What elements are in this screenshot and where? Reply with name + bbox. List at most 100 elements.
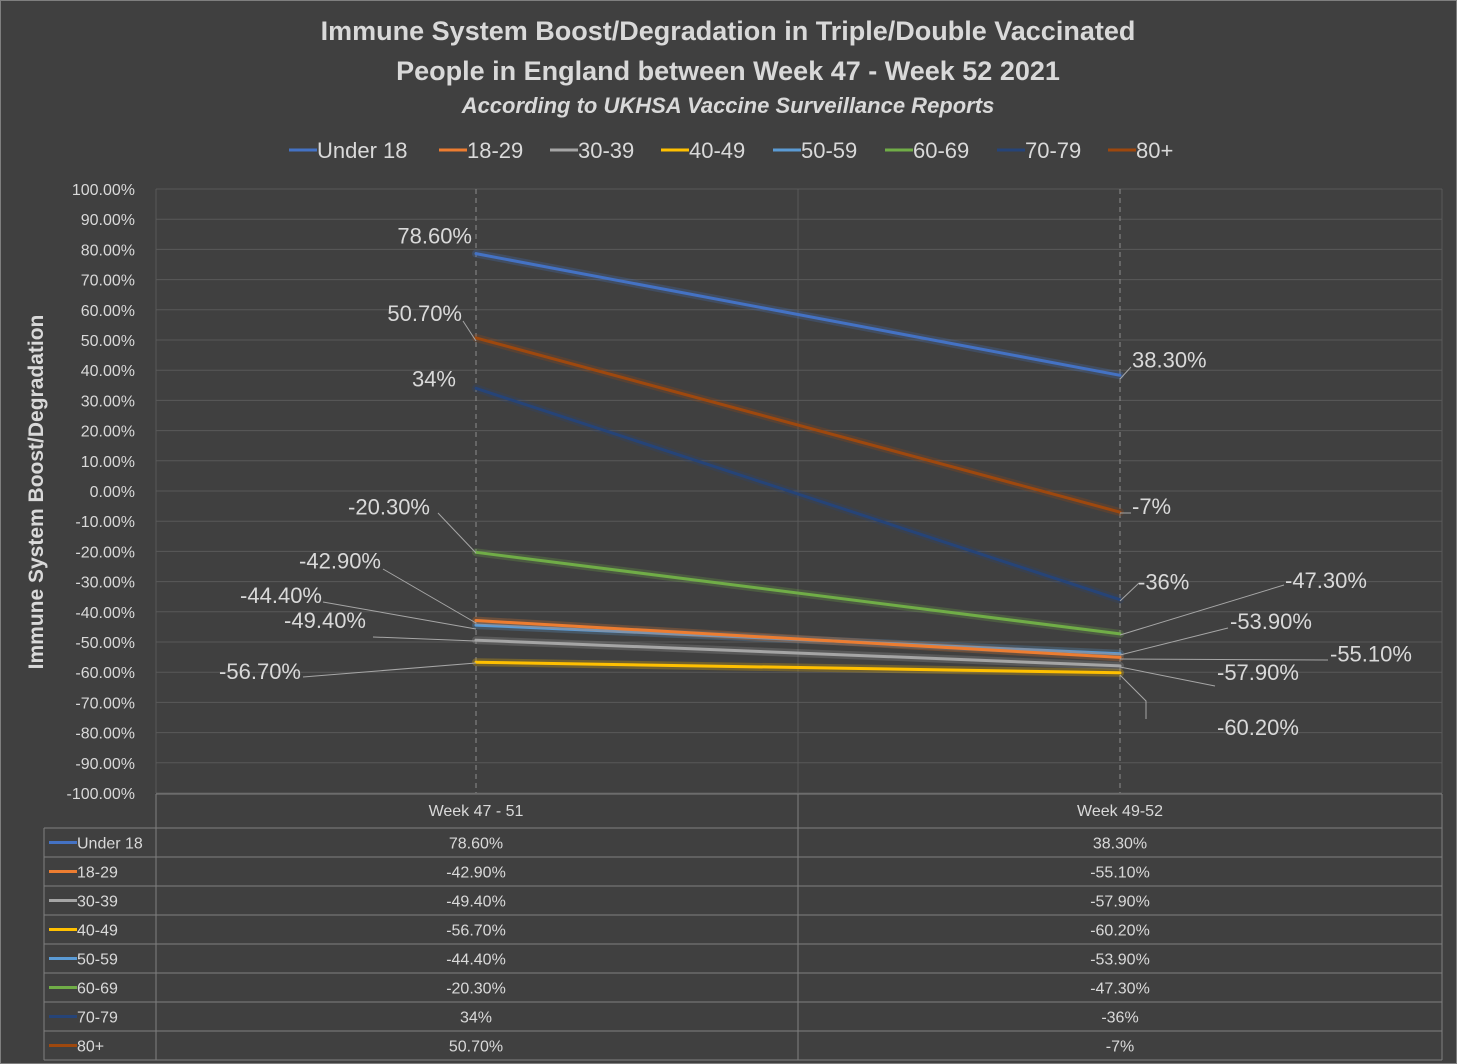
table-cell: 38.30%: [1093, 836, 1147, 853]
table-series-name: 60-69: [77, 981, 118, 998]
data-label: -53.90%: [1230, 609, 1312, 634]
legend-item: 18-29: [439, 138, 523, 163]
leader-line: [462, 320, 477, 342]
data-label: 50.70%: [387, 301, 462, 326]
y-tick-label: -30.00%: [75, 575, 135, 592]
data-label: -42.90%: [299, 549, 381, 574]
data-label: -20.30%: [348, 494, 430, 519]
series-line: [474, 638, 1122, 668]
y-tick-label: 60.00%: [81, 303, 135, 320]
data-label: -57.90%: [1217, 660, 1299, 685]
y-tick-label: 0.00%: [90, 484, 135, 501]
x-category-label: Week 47 - 51: [429, 803, 524, 820]
data-label: 34%: [412, 366, 456, 391]
legend-item: 60-69: [885, 138, 969, 163]
series-line: [474, 336, 1122, 514]
y-tick-label: -90.00%: [75, 756, 135, 773]
table-cell: -42.90%: [446, 865, 506, 882]
legend-label: 18-29: [467, 138, 523, 163]
chart-title-line-1: Immune System Boost/Degradation in Tripl…: [321, 16, 1136, 46]
data-label: -60.20%: [1217, 715, 1299, 740]
leader-line: [437, 512, 477, 554]
y-tick-label: 50.00%: [81, 333, 135, 350]
grid-layer: 100.00% 90.00% 80.00% 70.00% 60.00% 50.00% 40.…: [67, 182, 1443, 803]
table-cell: -44.40%: [446, 952, 506, 969]
data-table: Week 47 - 51 Week 49-52 Under 18 78.60% 38.3…: [43, 793, 1443, 1061]
legend-item: 80+: [1108, 138, 1173, 163]
chart-title-line-2: People in England between Week 47 - Week…: [396, 56, 1060, 86]
y-axis-label: Immune System Boost/Degradation: [25, 315, 48, 670]
x-category-label: Week 49-52: [1077, 803, 1163, 820]
legend-label: 60-69: [913, 138, 969, 163]
data-label: -55.10%: [1330, 641, 1412, 666]
table-cell: -49.40%: [446, 894, 506, 911]
legend-item: 50-59: [773, 138, 857, 163]
table-cell: 50.70%: [449, 1039, 503, 1056]
y-tick-label: 40.00%: [81, 363, 135, 380]
legend-label: 70-79: [1025, 138, 1081, 163]
y-tick-label: -10.00%: [75, 514, 135, 531]
table-cell: -20.30%: [446, 981, 506, 998]
table-cell: -56.70%: [446, 923, 506, 940]
y-tick-label: 80.00%: [81, 242, 135, 259]
series-lines: [472, 249, 1124, 677]
table-series-name: Under 18: [77, 836, 143, 853]
y-tick-label: -70.00%: [75, 695, 135, 712]
y-tick-label: -80.00%: [75, 726, 135, 743]
leader-line: [1119, 658, 1329, 661]
legend-item: 30-39: [550, 138, 634, 163]
table-series-name: 80+: [77, 1039, 104, 1056]
data-label: -47.30%: [1285, 568, 1367, 593]
table-cell: -47.30%: [1090, 981, 1150, 998]
series-line: [474, 386, 1122, 602]
legend-label: Under 18: [317, 138, 408, 163]
chart-subtitle: According to UKHSA Vaccine Surveillance …: [461, 93, 995, 118]
leader-line: [1119, 674, 1147, 719]
legend-item: 40-49: [661, 138, 745, 163]
table-cell: -60.20%: [1090, 923, 1150, 940]
data-label: -7%: [1132, 494, 1171, 519]
data-label: 78.60%: [397, 224, 472, 249]
leader-line: [1119, 666, 1216, 687]
y-tick-label: -40.00%: [75, 605, 135, 622]
legend-label: 40-49: [689, 138, 745, 163]
leader-line: [1119, 366, 1132, 380]
series-line: [474, 619, 1122, 659]
data-label: -56.70%: [219, 659, 301, 684]
series-line: [474, 660, 1122, 675]
table-cell: -57.90%: [1090, 894, 1150, 911]
data-label: -49.40%: [284, 608, 366, 633]
legend-item: Under 18: [289, 138, 408, 163]
y-tick-label: -60.00%: [75, 665, 135, 682]
leader-line: [1119, 582, 1140, 602]
table-cell: -36%: [1101, 1010, 1138, 1027]
y-tick-label: 10.00%: [81, 454, 135, 471]
table-series-name: 40-49: [77, 923, 118, 940]
legend: Under 18 18-29 30-39 40-49 50-59 60-69 70-79 80…: [289, 138, 1173, 163]
table-series-name: 70-79: [77, 1010, 118, 1027]
leader-line: [1119, 627, 1229, 656]
legend-label: 50-59: [801, 138, 857, 163]
y-tick-label: 70.00%: [81, 273, 135, 290]
y-tick-label: 30.00%: [81, 393, 135, 410]
table-cell: -7%: [1106, 1039, 1134, 1056]
series-line: [474, 550, 1122, 636]
leader-line: [382, 568, 477, 624]
leader-line: [372, 636, 477, 642]
y-tick-label: -100.00%: [67, 786, 136, 803]
series-line: [474, 252, 1122, 377]
y-tick-label: -50.00%: [75, 635, 135, 652]
table-cell: -55.10%: [1090, 865, 1150, 882]
table-series-name: 50-59: [77, 952, 118, 969]
leader-line: [1119, 584, 1285, 636]
y-tick-label: 100.00%: [72, 182, 135, 199]
table-cell: 34%: [460, 1010, 492, 1027]
legend-label: 80+: [1136, 138, 1173, 163]
table-cell: 78.60%: [449, 836, 503, 853]
data-label: 38.30%: [1132, 347, 1207, 372]
leader-line: [302, 662, 477, 678]
y-tick-label: 90.00%: [81, 212, 135, 229]
table-cell: -53.90%: [1090, 952, 1150, 969]
data-label: -36%: [1138, 570, 1189, 595]
